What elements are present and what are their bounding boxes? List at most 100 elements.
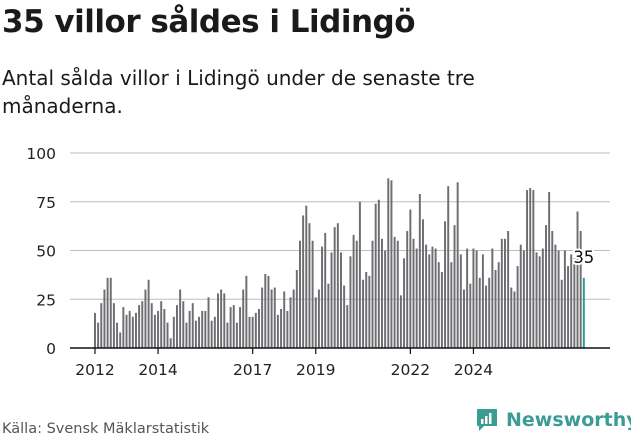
bar	[157, 310, 160, 348]
bar	[494, 270, 497, 348]
bar	[497, 262, 500, 348]
bar	[308, 223, 311, 348]
brand-logo[interactable]: Newsworthy	[476, 408, 631, 432]
bar	[563, 250, 566, 348]
bar	[352, 234, 355, 348]
bar	[295, 270, 298, 348]
bar	[570, 254, 573, 348]
bar	[135, 312, 137, 348]
bar	[166, 322, 169, 348]
bar	[437, 262, 440, 348]
bar	[267, 275, 270, 348]
bar	[292, 289, 295, 348]
bar	[100, 303, 103, 348]
bar	[444, 221, 447, 348]
bar	[557, 250, 560, 348]
bar	[431, 246, 434, 348]
bar	[529, 188, 532, 348]
y-tick-label-50: 50	[36, 243, 56, 261]
bar	[317, 289, 320, 348]
bar	[286, 310, 289, 348]
bar	[160, 301, 163, 348]
bar	[258, 309, 260, 348]
bar	[516, 266, 519, 348]
bar	[248, 316, 251, 348]
bar	[242, 289, 245, 348]
bar	[116, 322, 119, 348]
x-tick-label-2019: 2019	[296, 361, 335, 379]
bar	[406, 231, 409, 348]
bar	[239, 307, 242, 348]
bar	[330, 252, 333, 348]
bar	[314, 297, 317, 348]
x-tick-label-2014: 2014	[138, 361, 177, 379]
bar	[333, 227, 336, 348]
x-tick-label-2017: 2017	[233, 361, 272, 379]
bar	[450, 262, 453, 348]
bar	[299, 240, 301, 348]
bar	[324, 232, 327, 348]
bar	[346, 305, 349, 348]
y-tick-label-0: 0	[46, 340, 56, 358]
bar	[283, 291, 286, 348]
bar	[141, 301, 144, 348]
bar	[112, 303, 115, 348]
bar	[153, 314, 156, 348]
bar	[422, 219, 424, 348]
bar	[150, 303, 153, 348]
bar	[179, 289, 182, 348]
bar	[434, 248, 437, 348]
bar	[469, 283, 472, 348]
bar	[459, 254, 462, 348]
bar	[456, 182, 459, 348]
bar	[106, 277, 109, 348]
bar-latest	[582, 277, 585, 348]
bar	[453, 225, 456, 348]
newsworthy-logo-icon	[477, 409, 497, 431]
bar	[362, 279, 365, 348]
y-tick-label-25: 25	[36, 291, 56, 309]
bar	[169, 338, 172, 348]
bar	[513, 291, 516, 348]
bar	[217, 293, 219, 348]
bar	[276, 314, 279, 348]
bar	[519, 244, 522, 348]
bar	[412, 238, 415, 348]
bar	[327, 283, 330, 348]
bar	[500, 238, 503, 348]
bar	[311, 240, 314, 348]
bar	[264, 273, 267, 348]
bar	[321, 246, 324, 348]
bar	[560, 279, 563, 348]
bar	[213, 316, 216, 348]
bar	[163, 309, 166, 348]
bar	[396, 240, 399, 348]
bar	[131, 316, 134, 348]
bar	[447, 186, 450, 348]
bar	[403, 258, 406, 348]
source-note: Källa: Svensk Mäklarstatistik	[2, 421, 210, 437]
bar	[144, 289, 147, 348]
bar	[504, 238, 506, 348]
bar	[198, 316, 201, 348]
bar	[122, 307, 125, 348]
bar	[377, 199, 380, 348]
bar	[393, 236, 396, 348]
bar	[472, 248, 475, 348]
bar	[541, 248, 544, 348]
bar	[368, 275, 371, 348]
bar	[191, 303, 194, 348]
bar	[371, 240, 374, 348]
bar	[270, 289, 273, 348]
bar	[94, 312, 96, 348]
y-tick-label-100: 100	[26, 145, 56, 163]
bar	[125, 314, 128, 348]
bar	[138, 305, 141, 348]
bar	[418, 193, 421, 348]
bar	[201, 310, 204, 348]
x-tick-label-2012: 2012	[75, 361, 114, 379]
bar	[409, 209, 412, 348]
bar	[551, 231, 554, 348]
bar	[485, 285, 488, 348]
